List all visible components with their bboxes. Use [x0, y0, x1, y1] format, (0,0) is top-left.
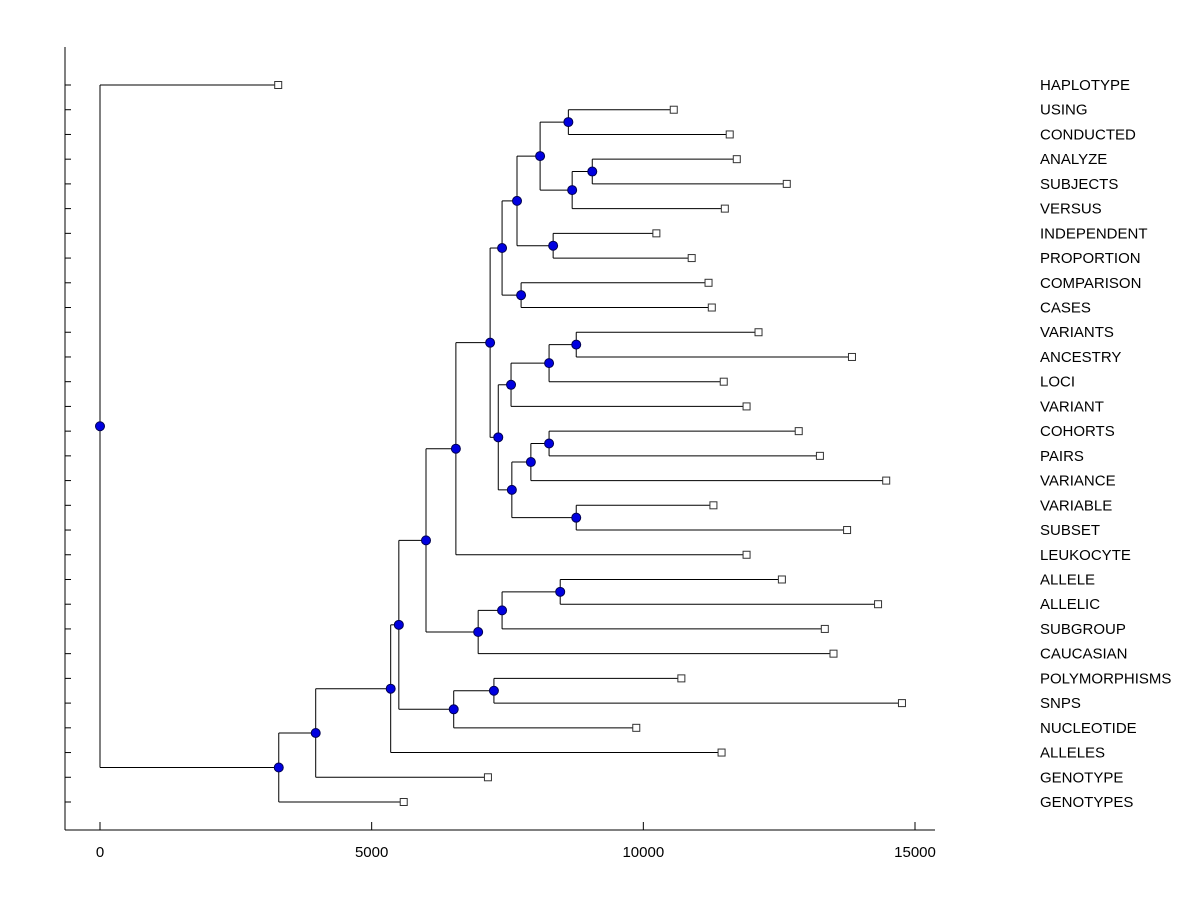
- leaf-label: LEUKOCYTE: [1040, 547, 1131, 564]
- leaf-node-marker: [815, 451, 824, 460]
- leaf-node-marker: [717, 748, 726, 757]
- leaf-node-marker: [725, 130, 734, 139]
- leaf-node-marker: [399, 798, 408, 806]
- branch-node-marker: [310, 727, 321, 738]
- leaf-label: VARIANCE: [1040, 473, 1116, 490]
- branch-node-marker: [273, 762, 284, 773]
- leaf-label: SUBSET: [1040, 522, 1100, 539]
- leaf-label: PAIRS: [1040, 448, 1084, 465]
- branch-node-marker: [512, 195, 523, 206]
- x-axis-tick-label: 15000: [894, 844, 936, 861]
- leaf-node-marker: [732, 155, 741, 164]
- leaf-label: ANALYZE: [1040, 151, 1107, 168]
- leaf-node-marker: [720, 204, 729, 213]
- leaf-label: SUBJECTS: [1040, 176, 1118, 193]
- branch-node-marker: [497, 243, 508, 254]
- branch-node-marker: [548, 240, 559, 251]
- leaf-node-marker: [704, 278, 713, 287]
- branch-node-marker: [525, 457, 536, 468]
- leaf-label: SUBGROUP: [1040, 621, 1126, 638]
- leaf-label: VARIANTS: [1040, 324, 1114, 341]
- leaf-node-marker: [709, 501, 718, 510]
- leaf-label: SNPS: [1040, 695, 1081, 712]
- branch-node-marker: [385, 683, 396, 694]
- leaf-label: LOCI: [1040, 374, 1075, 391]
- leaf-node-marker: [687, 254, 696, 263]
- leaf-node-marker: [754, 328, 763, 337]
- leaf-label: ALLELES: [1040, 745, 1105, 762]
- branch-node-marker: [544, 358, 555, 369]
- leaf-node-marker: [847, 352, 856, 361]
- leaf-label: USING: [1040, 102, 1088, 119]
- x-axis-tick-label: 0: [96, 844, 104, 861]
- leaf-label: VARIABLE: [1040, 497, 1112, 514]
- leaf-node-marker: [719, 377, 728, 386]
- leaf-node-marker: [707, 303, 716, 312]
- branch-node-marker: [567, 185, 578, 196]
- leaf-node-marker: [669, 105, 678, 114]
- leaf-node-marker: [820, 624, 829, 633]
- x-axis-tick-label: 10000: [622, 844, 664, 861]
- branch-node-marker: [587, 166, 598, 177]
- branch-node-marker: [421, 535, 431, 546]
- leaf-node-marker: [483, 773, 492, 782]
- leaf-label: COMPARISON: [1040, 275, 1141, 292]
- leaf-node-marker: [794, 427, 803, 436]
- leaf-node-marker: [782, 179, 791, 188]
- leaf-label: CAUCASIAN: [1040, 646, 1128, 663]
- branch-node-marker: [506, 379, 517, 390]
- leaf-label: PROPORTION: [1040, 250, 1141, 267]
- branch-node-marker: [485, 337, 496, 348]
- leaf-label: ALLELE: [1040, 571, 1095, 588]
- branch-node-marker: [95, 421, 105, 432]
- leaf-node-marker: [742, 402, 751, 411]
- leaf-label: CONDUCTED: [1040, 126, 1136, 143]
- branch-node-marker: [516, 290, 527, 301]
- leaf-label: CASES: [1040, 300, 1091, 317]
- leaf-label: INDEPENDENT: [1040, 225, 1148, 242]
- branch-node-marker: [473, 627, 484, 638]
- leaf-node-marker: [829, 649, 838, 658]
- branch-node-marker: [497, 605, 508, 616]
- leaf-label: ALLELIC: [1040, 596, 1100, 613]
- branch-node-marker: [544, 438, 555, 449]
- branch-node-marker: [450, 443, 461, 454]
- branch-node-marker: [535, 151, 546, 162]
- leaf-node-marker: [882, 476, 891, 485]
- leaf-label: POLYMORPHISMS: [1040, 670, 1171, 687]
- x-axis-tick-label: 5000: [355, 844, 388, 861]
- leaf-label: HAPLOTYPE: [1040, 77, 1130, 94]
- leaf-label: GENOTYPES: [1040, 794, 1133, 811]
- branch-node-marker: [506, 484, 517, 495]
- leaf-node-marker: [874, 600, 883, 609]
- leaf-node-marker: [652, 229, 661, 238]
- branch-node-marker: [555, 586, 566, 597]
- leaf-node-marker: [677, 674, 686, 683]
- branch-node-marker: [488, 685, 499, 696]
- branch-node-marker: [571, 339, 582, 350]
- branch-node-marker: [563, 117, 574, 128]
- leaf-node-marker: [632, 723, 641, 732]
- branch-node-marker: [493, 432, 504, 443]
- leaf-node-marker: [777, 575, 786, 584]
- leaf-node-marker: [897, 699, 906, 708]
- leaf-label: NUCLEOTIDE: [1040, 720, 1137, 737]
- branch-node-marker: [571, 512, 582, 523]
- leaf-label: VARIANT: [1040, 398, 1104, 415]
- leaf-label: GENOTYPE: [1040, 769, 1123, 786]
- leaf-label: ANCESTRY: [1040, 349, 1121, 366]
- leaf-node-marker: [843, 526, 852, 535]
- leaf-label: VERSUS: [1040, 201, 1102, 218]
- branch-node-marker: [393, 619, 404, 630]
- leaf-node-marker: [274, 81, 283, 89]
- leaf-label: COHORTS: [1040, 423, 1115, 440]
- leaf-node-marker: [742, 550, 751, 559]
- branch-node-marker: [448, 704, 459, 715]
